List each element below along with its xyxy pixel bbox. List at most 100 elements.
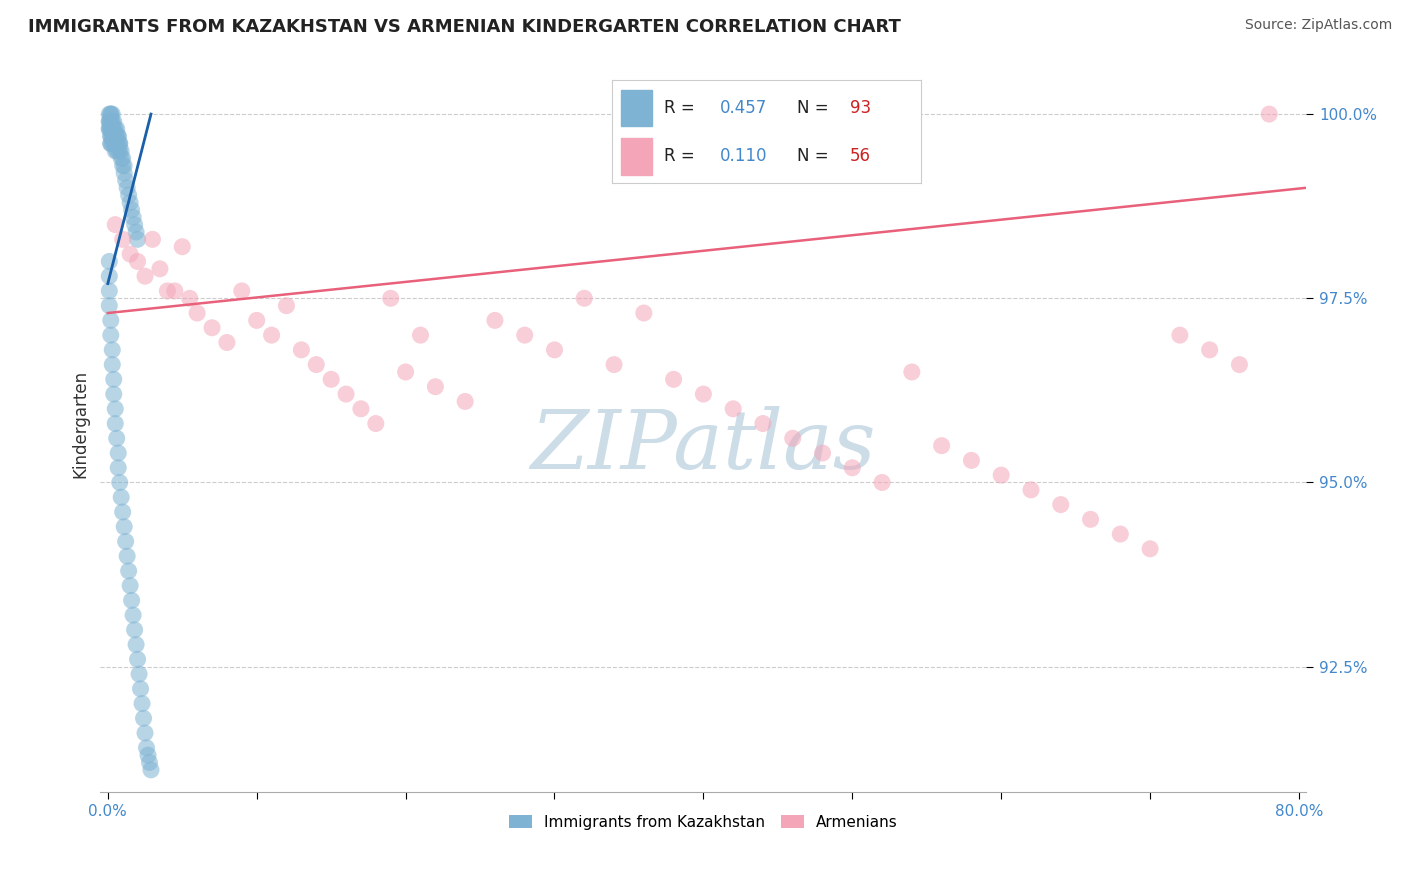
Point [114, 534, 136, 549]
Point [350, 401, 373, 416]
Point [111, 151, 134, 165]
Point [108, 144, 131, 158]
Point [163, 284, 186, 298]
Point [98, 114, 121, 128]
Point [543, 343, 565, 357]
Point [98, 299, 121, 313]
Text: IMMIGRANTS FROM KAZAKHSTAN VS ARMENIAN KINDERGARTEN CORRELATION CHART: IMMIGRANTS FROM KAZAKHSTAN VS ARMENIAN K… [28, 18, 901, 36]
Point [425, 380, 447, 394]
Point [321, 372, 343, 386]
Point [105, 431, 128, 445]
Point [260, 328, 283, 343]
Point [149, 261, 172, 276]
Point [100, 121, 122, 136]
Point [103, 372, 125, 386]
Point [1019, 483, 1042, 497]
Point [290, 343, 312, 357]
Point [135, 740, 157, 755]
Point [134, 269, 156, 284]
Point [101, 358, 124, 372]
Point [103, 136, 125, 151]
Point [1229, 358, 1251, 372]
Point [1109, 527, 1132, 541]
Point [104, 121, 127, 136]
Point [335, 387, 357, 401]
FancyBboxPatch shape [621, 89, 652, 127]
Point [110, 151, 132, 165]
Point [139, 763, 162, 777]
Point [98, 284, 121, 298]
Point [112, 519, 135, 533]
Point [127, 652, 149, 666]
Point [105, 129, 128, 144]
Point [115, 181, 138, 195]
Text: 56: 56 [849, 147, 870, 165]
Point [120, 579, 142, 593]
Point [104, 129, 127, 144]
Point [156, 284, 179, 298]
Point [1258, 107, 1281, 121]
Point [101, 129, 124, 144]
Point [104, 136, 127, 151]
Text: 0.110: 0.110 [720, 147, 768, 165]
Point [111, 505, 134, 519]
Point [98, 121, 121, 136]
Point [513, 328, 536, 343]
Point [662, 372, 685, 386]
Point [110, 144, 132, 158]
Point [141, 232, 163, 246]
Point [117, 188, 139, 202]
Point [110, 490, 132, 504]
Point [246, 313, 269, 327]
Point [111, 159, 134, 173]
Point [98, 254, 121, 268]
Point [98, 121, 121, 136]
Text: R =: R = [664, 147, 700, 165]
Point [138, 756, 160, 770]
Point [107, 144, 129, 158]
Point [107, 136, 129, 151]
Point [103, 387, 125, 401]
Point [172, 240, 194, 254]
Point [125, 638, 148, 652]
Text: N =: N = [797, 99, 834, 117]
Point [124, 623, 146, 637]
Point [104, 218, 127, 232]
Text: 0.457: 0.457 [720, 99, 768, 117]
Point [394, 365, 416, 379]
Point [100, 136, 122, 151]
Point [380, 291, 402, 305]
Point [105, 144, 128, 158]
Point [98, 114, 121, 128]
Point [1139, 541, 1161, 556]
Point [100, 107, 122, 121]
Point [127, 254, 149, 268]
Point [931, 439, 953, 453]
Point [409, 328, 432, 343]
Point [101, 343, 124, 357]
FancyBboxPatch shape [621, 137, 652, 175]
Point [122, 608, 145, 623]
Point [103, 129, 125, 144]
Point [103, 129, 125, 144]
Point [111, 232, 134, 246]
Point [107, 129, 129, 144]
Point [721, 401, 744, 416]
Point [104, 401, 127, 416]
Point [101, 121, 124, 136]
Point [104, 417, 127, 431]
Point [120, 195, 142, 210]
Point [901, 365, 924, 379]
Point [960, 453, 983, 467]
Point [100, 114, 122, 128]
Point [1049, 498, 1071, 512]
Point [122, 211, 145, 225]
Point [100, 129, 122, 144]
Point [98, 107, 121, 121]
Point [125, 225, 148, 239]
Text: N =: N = [797, 147, 834, 165]
Point [484, 313, 506, 327]
Point [132, 711, 155, 725]
Point [98, 269, 121, 284]
Point [124, 218, 146, 232]
